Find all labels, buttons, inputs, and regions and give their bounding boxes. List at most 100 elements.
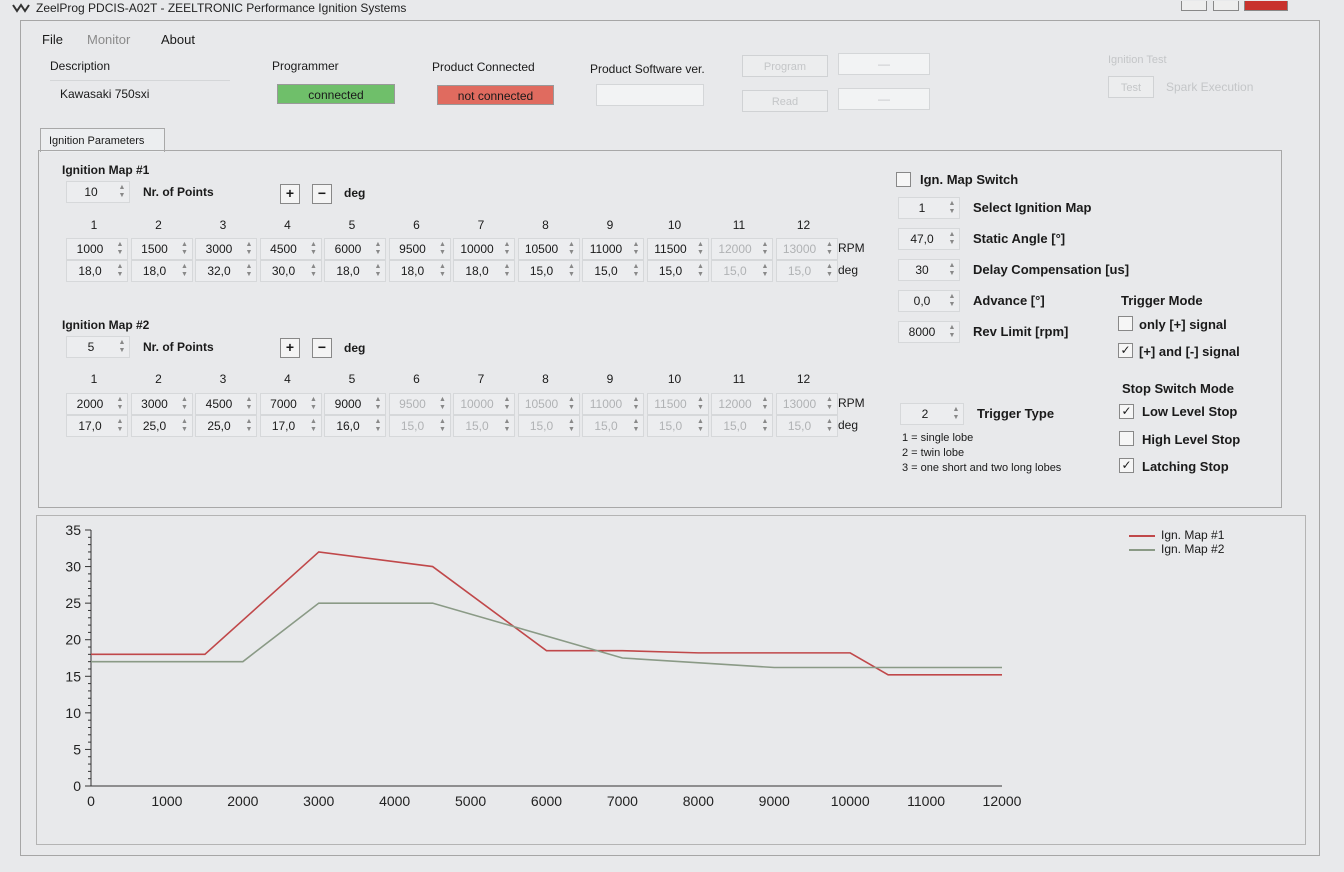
spinner-arrows-icon[interactable]: ▲ ▼	[826, 241, 833, 256]
spinner-arrows-icon[interactable]: ▲ ▼	[310, 396, 317, 411]
spinner-arrows-icon[interactable]: ▲ ▼	[245, 263, 253, 278]
spinner-arrows-icon[interactable]: ▲ ▼	[632, 396, 640, 411]
spinner-arrows-icon[interactable]: ▲ ▼	[310, 418, 317, 433]
spinner-arrows-icon[interactable]: ▲ ▼	[632, 241, 640, 256]
spinner-arrows-icon[interactable]: ▲ ▼	[503, 241, 511, 256]
spinner-arrows-icon[interactable]: ▲ ▼	[948, 293, 956, 308]
spinner-arrows-icon[interactable]: ▲ ▼	[374, 241, 382, 256]
map2-rpm-spinner[interactable]: 11500 ▲ ▼	[646, 393, 709, 415]
spinner-arrows-icon[interactable]: ▲ ▼	[181, 418, 188, 433]
spinner-arrows-icon[interactable]: ▲ ▼	[503, 263, 511, 278]
map2-deg-spinner[interactable]: 25,0 ▲ ▼	[195, 415, 257, 437]
map1-rpm-spinner[interactable]: 10500 ▲ ▼	[517, 238, 580, 260]
tab-ignition-parameters[interactable]: Ignition Parameters	[40, 128, 165, 152]
spinner-arrows-icon[interactable]: ▲ ▼	[374, 263, 382, 278]
spinner-arrows-icon[interactable]: ▲ ▼	[439, 418, 446, 433]
map1-deg-spinner[interactable]: 32,0 ▲ ▼	[195, 260, 257, 282]
advance-spinner[interactable]: 0,0 ▲ ▼	[898, 290, 960, 312]
map2-deg-spinner[interactable]: 17,0 ▲ ▼	[259, 415, 322, 437]
map1-rpm-spinner[interactable]: 13000 ▲ ▼	[775, 238, 838, 260]
spinner-arrows-icon[interactable]: ▲ ▼	[826, 263, 833, 278]
spinner-arrows-icon[interactable]: ▲ ▼	[568, 418, 575, 433]
spinner-arrows-icon[interactable]: ▲ ▼	[948, 200, 956, 215]
spinner-arrows-icon[interactable]: ▲ ▼	[116, 418, 124, 433]
spinner-arrows-icon[interactable]: ▲ ▼	[948, 324, 956, 339]
map2-rpm-spinner[interactable]: 10000 ▲ ▼	[453, 393, 515, 415]
map1-deg-spinner[interactable]: 15,0 ▲ ▼	[646, 260, 709, 282]
map1-rpm-spinner[interactable]: 3000 ▲ ▼	[195, 238, 257, 260]
spinner-arrows-icon[interactable]: ▲ ▼	[948, 262, 956, 277]
map1-rpm-spinner[interactable]: 6000 ▲ ▼	[324, 238, 386, 260]
spinner-arrows-icon[interactable]: ▲ ▼	[310, 263, 317, 278]
map2-rpm-spinner[interactable]: 9500 ▲ ▼	[388, 393, 451, 415]
map2-rpm-spinner[interactable]: 12000 ▲ ▼	[711, 393, 773, 415]
spinner-arrows-icon[interactable]: ▲ ▼	[374, 418, 382, 433]
static-angle-spinner[interactable]: 47,0 ▲ ▼	[898, 228, 960, 250]
spinner-arrows-icon[interactable]: ▲ ▼	[439, 263, 446, 278]
menu-monitor[interactable]: Monitor	[87, 32, 131, 47]
spinner-arrows-icon[interactable]: ▲ ▼	[245, 241, 253, 256]
map1-deg-spinner[interactable]: 15,0 ▲ ▼	[582, 260, 644, 282]
menu-file[interactable]: File	[42, 32, 63, 47]
map2-rpm-spinner[interactable]: 9000 ▲ ▼	[324, 393, 386, 415]
spinner-arrows-icon[interactable]: ▲ ▼	[568, 241, 575, 256]
map1-deg-spinner[interactable]: 30,0 ▲ ▼	[259, 260, 322, 282]
map-switch-checkbox[interactable]	[896, 172, 911, 187]
map2-deg-spinner[interactable]: 16,0 ▲ ▼	[324, 415, 386, 437]
description-value[interactable]: Kawasaki 750sxi	[60, 87, 150, 101]
spinner-arrows-icon[interactable]: ▲ ▼	[245, 418, 253, 433]
trigger-type-spinner[interactable]: 2 ▲ ▼	[900, 403, 964, 425]
spinner-arrows-icon[interactable]: ▲ ▼	[439, 396, 446, 411]
map1-deg-spinner[interactable]: 18,0 ▲ ▼	[130, 260, 193, 282]
map2-rpm-spinner[interactable]: 7000 ▲ ▼	[259, 393, 322, 415]
spinner-arrows-icon[interactable]: ▲ ▼	[181, 241, 188, 256]
select-map-spinner[interactable]: 1 ▲ ▼	[898, 197, 960, 219]
spinner-arrows-icon[interactable]: ▲ ▼	[632, 263, 640, 278]
menu-about[interactable]: About	[161, 32, 195, 47]
spinner-arrows-icon[interactable]: ▲ ▼	[116, 396, 124, 411]
map1-deg-spinner[interactable]: 15,0 ▲ ▼	[775, 260, 838, 282]
spinner-arrows-icon[interactable]: ▲ ▼	[118, 184, 126, 199]
map1-add-point-button[interactable]: +	[280, 184, 300, 204]
spinner-arrows-icon[interactable]: ▲ ▼	[374, 396, 382, 411]
map1-deg-spinner[interactable]: 15,0 ▲ ▼	[711, 260, 773, 282]
spinner-arrows-icon[interactable]: ▲ ▼	[761, 241, 769, 256]
map2-points-spinner[interactable]: 5 ▲ ▼	[66, 336, 130, 358]
map2-deg-spinner[interactable]: 15,0 ▲ ▼	[646, 415, 709, 437]
map2-deg-spinner[interactable]: 25,0 ▲ ▼	[130, 415, 193, 437]
map2-deg-spinner[interactable]: 15,0 ▲ ▼	[517, 415, 580, 437]
program-button[interactable]: Program	[742, 55, 828, 77]
spinner-arrows-icon[interactable]: ▲ ▼	[761, 263, 769, 278]
map1-deg-spinner[interactable]: 18,0 ▲ ▼	[324, 260, 386, 282]
map1-points-spinner[interactable]: 10 ▲ ▼	[66, 181, 130, 203]
latching-stop-checkbox[interactable]: ✓	[1119, 458, 1134, 473]
map1-deg-spinner[interactable]: 15,0 ▲ ▼	[517, 260, 580, 282]
close-button[interactable]	[1244, 1, 1288, 11]
map2-deg-spinner[interactable]: 15,0 ▲ ▼	[388, 415, 451, 437]
map2-rpm-spinner[interactable]: 4500 ▲ ▼	[195, 393, 257, 415]
spinner-arrows-icon[interactable]: ▲ ▼	[761, 418, 769, 433]
map1-rpm-spinner[interactable]: 9500 ▲ ▼	[388, 238, 451, 260]
spinner-arrows-icon[interactable]: ▲ ▼	[697, 418, 704, 433]
map1-rpm-spinner[interactable]: 10000 ▲ ▼	[453, 238, 515, 260]
map2-rpm-spinner[interactable]: 11000 ▲ ▼	[582, 393, 644, 415]
minimize-button[interactable]	[1181, 1, 1208, 11]
map2-rpm-spinner[interactable]: 13000 ▲ ▼	[775, 393, 838, 415]
rev-limit-spinner[interactable]: 8000 ▲ ▼	[898, 321, 960, 343]
map1-deg-spinner[interactable]: 18,0 ▲ ▼	[388, 260, 451, 282]
map2-remove-point-button[interactable]: −	[312, 338, 332, 358]
delay-compensation-spinner[interactable]: 30 ▲ ▼	[898, 259, 960, 281]
spinner-arrows-icon[interactable]: ▲ ▼	[118, 339, 126, 354]
spinner-arrows-icon[interactable]: ▲ ▼	[697, 263, 704, 278]
spinner-arrows-icon[interactable]: ▲ ▼	[826, 396, 833, 411]
map1-rpm-spinner[interactable]: 1000 ▲ ▼	[66, 238, 128, 260]
spinner-arrows-icon[interactable]: ▲ ▼	[245, 396, 253, 411]
spinner-arrows-icon[interactable]: ▲ ▼	[181, 396, 188, 411]
read-button[interactable]: Read	[742, 90, 828, 112]
spinner-arrows-icon[interactable]: ▲ ▼	[503, 418, 511, 433]
map1-remove-point-button[interactable]: −	[312, 184, 332, 204]
spinner-arrows-icon[interactable]: ▲ ▼	[632, 418, 640, 433]
low-level-stop-checkbox[interactable]: ✓	[1119, 404, 1134, 419]
map2-deg-spinner[interactable]: 15,0 ▲ ▼	[711, 415, 773, 437]
spinner-arrows-icon[interactable]: ▲ ▼	[948, 231, 956, 246]
